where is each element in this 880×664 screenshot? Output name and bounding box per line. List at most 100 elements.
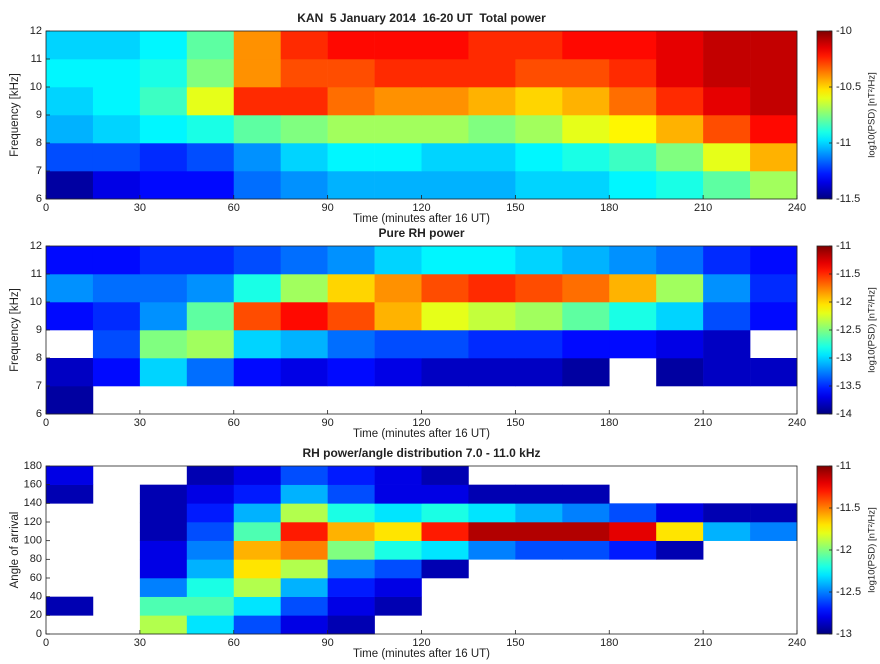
x-tick-label: 210 xyxy=(694,637,712,649)
heatmap-cell xyxy=(139,578,188,597)
x-tick-label: 60 xyxy=(228,637,240,649)
heatmap-cell xyxy=(46,484,94,504)
heatmap-cell xyxy=(139,522,188,541)
heatmap-cell xyxy=(92,143,141,172)
heatmap-cell xyxy=(186,143,235,172)
heatmap-cell xyxy=(468,246,516,275)
heatmap-cell xyxy=(656,522,704,541)
heatmap-cell xyxy=(703,246,751,275)
heatmap-cell xyxy=(468,330,516,359)
heatmap-cell xyxy=(46,31,94,60)
y-tick-label: 10 xyxy=(30,296,42,308)
heatmap-cell xyxy=(703,171,751,200)
heatmap-cell xyxy=(327,466,375,485)
heatmap-cell xyxy=(92,302,141,331)
heatmap-cell xyxy=(703,358,751,387)
y-tick-label: 6 xyxy=(36,408,42,420)
heatmap-cell xyxy=(139,87,188,116)
heatmap-cell xyxy=(421,559,469,579)
heatmap-cell xyxy=(92,87,141,116)
heatmap-cell xyxy=(233,302,281,331)
heatmap-cell xyxy=(186,115,235,144)
heatmap-cell xyxy=(327,115,375,144)
colorbar-tick-label: -14 xyxy=(836,408,852,420)
heatmap-cell xyxy=(421,466,469,485)
heatmap-cell xyxy=(186,615,235,635)
heatmap-cell xyxy=(233,274,281,303)
y-tick-label: 7 xyxy=(36,165,42,177)
heatmap-cell xyxy=(327,171,375,200)
heatmap-cell xyxy=(374,540,422,560)
heatmap-cell xyxy=(703,302,751,331)
heatmap-cell xyxy=(374,59,422,88)
heatmap-cell xyxy=(609,330,657,359)
heatmap-cell xyxy=(233,358,281,387)
heatmap-cell xyxy=(468,503,516,523)
heatmap-cell xyxy=(92,330,141,359)
heatmap-cell xyxy=(327,302,375,331)
heatmap-cell xyxy=(46,143,94,172)
y-tick-label: 140 xyxy=(24,497,42,509)
heatmap-cell xyxy=(139,484,188,504)
heatmap-cell xyxy=(233,615,281,635)
heatmap-cell xyxy=(421,171,469,200)
heatmap-cell xyxy=(139,358,188,387)
heatmap-cell xyxy=(374,578,422,597)
x-tick-label: 150 xyxy=(506,202,524,214)
heatmap-cell xyxy=(92,59,141,88)
heatmap-cell xyxy=(327,503,375,523)
x-tick-label: 240 xyxy=(788,202,806,214)
heatmap-cell xyxy=(327,596,375,616)
heatmap-cell xyxy=(139,59,188,88)
colorbar-tick-label: -10 xyxy=(836,25,852,37)
heatmap-cell xyxy=(468,87,516,116)
heatmap-cell xyxy=(656,503,704,523)
heatmap-cell xyxy=(374,274,422,303)
heatmap-cell xyxy=(656,31,704,60)
heatmap-cell xyxy=(46,59,94,88)
heatmap-cell xyxy=(562,246,610,275)
heatmap-cell xyxy=(92,115,141,144)
heatmap-cell xyxy=(468,484,516,504)
heatmap-cell xyxy=(656,540,704,560)
heatmap-cell xyxy=(327,246,375,275)
heatmap-cell xyxy=(280,466,328,485)
heatmap-cell xyxy=(327,522,375,541)
heatmap-cell xyxy=(280,59,328,88)
heatmap-cell xyxy=(421,330,469,359)
heatmap-cell xyxy=(515,274,563,303)
heatmap-cell xyxy=(139,302,188,331)
heatmap-cell xyxy=(92,358,141,387)
heatmap-cell xyxy=(280,615,328,635)
heatmap-cell xyxy=(46,466,94,485)
heatmap-cell xyxy=(562,59,610,88)
heatmap-cell xyxy=(421,358,469,387)
heatmap-cell xyxy=(327,143,375,172)
heatmap-cell xyxy=(562,302,610,331)
heatmap-cell xyxy=(280,330,328,359)
y-axis-label: Frequency [kHz] xyxy=(9,73,21,157)
heatmap-cell xyxy=(46,246,94,275)
heatmap-cell xyxy=(280,559,328,579)
heatmap-cell xyxy=(750,358,798,387)
heatmap-cell xyxy=(233,466,281,485)
colorbar-tick-label: -11.5 xyxy=(836,268,860,280)
heatmap-cell xyxy=(515,171,563,200)
x-tick-label: 210 xyxy=(694,417,712,429)
heatmap-cell xyxy=(374,503,422,523)
heatmap-cell xyxy=(92,274,141,303)
heatmap-cell xyxy=(468,59,516,88)
heatmap-cell xyxy=(327,615,375,635)
y-tick-label: 12 xyxy=(30,240,42,252)
x-tick-label: 240 xyxy=(788,637,806,649)
x-tick-label: 180 xyxy=(600,637,618,649)
heatmap-cell xyxy=(421,484,469,504)
colorbar-tick-label: -13 xyxy=(836,352,852,364)
heatmap-cell xyxy=(656,87,704,116)
heatmap-cell xyxy=(186,484,235,504)
heatmap-cell xyxy=(374,484,422,504)
heatmap-cell xyxy=(515,87,563,116)
heatmap-cell xyxy=(750,274,798,303)
x-tick-label: 180 xyxy=(600,202,618,214)
heatmap-cell xyxy=(327,31,375,60)
